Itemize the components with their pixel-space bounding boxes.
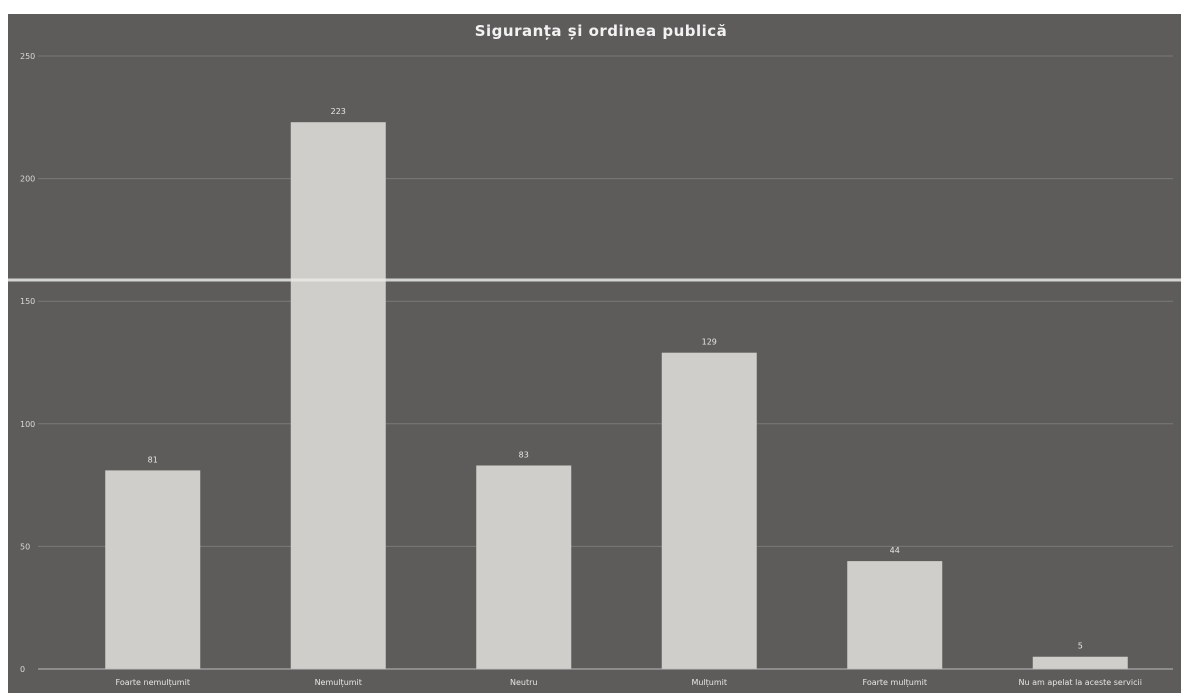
category-label: Foarte mulțumit [863,678,927,688]
y-tick-label: 50 [20,542,30,551]
bar [661,352,757,669]
data-label: 81 [148,455,158,464]
y-tick-label: 100 [20,420,35,429]
category-label: Mulțumit [691,678,727,688]
category-label: Neutru [510,678,537,687]
y-axis-ticks: 0 50 100 150 200 250 [20,52,35,674]
bar [847,561,943,669]
y-tick-label: 0 [20,665,25,674]
bars [105,122,1128,670]
y-tick-label: 250 [20,52,35,61]
chart-container: Siguranța și ordinea publică 0 50 100 150 20… [8,14,1181,693]
data-labels: 81 223 83 129 44 5 [148,107,1083,651]
category-label: Nemulțumit [315,678,362,688]
data-label: 44 [890,546,900,555]
data-label: 5 [1078,642,1083,651]
data-label: 129 [702,338,717,347]
chart-title: Siguranța și ordinea publică [475,22,728,40]
bar-chart: Siguranța și ordinea publică 0 50 100 150 20… [8,22,1181,688]
data-label: 83 [519,450,529,459]
bar [105,470,201,669]
bar [476,465,572,669]
bar [290,122,386,670]
x-axis-categories: Foarte nemulțumit Nemulțumit Neutru Mulțumi… [116,678,1142,688]
data-label: 223 [331,107,346,116]
bar [1032,656,1128,669]
gridlines [38,55,1173,547]
category-label: Nu am apelat la aceste servicii [1019,678,1142,687]
category-label: Foarte nemulțumit [116,678,190,688]
y-tick-label: 200 [20,175,35,184]
y-tick-label: 150 [20,297,35,306]
